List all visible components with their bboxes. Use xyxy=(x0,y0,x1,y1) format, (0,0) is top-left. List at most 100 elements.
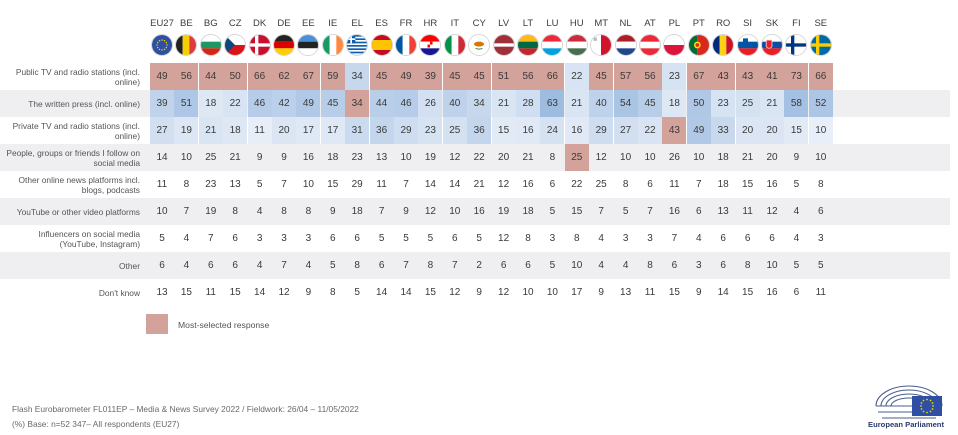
heatmap-cell: 58 xyxy=(784,90,809,117)
cell-most-selected: 39 xyxy=(418,63,443,90)
country-code-es: ES xyxy=(375,18,388,29)
heatmap-cell: 23 xyxy=(711,90,736,117)
flag-el-icon xyxy=(346,34,369,56)
heatmap-cell: 8 xyxy=(281,206,287,217)
row-label: Influencers on social media (YouTube, In… xyxy=(38,228,141,249)
heatmap-cell: 6 xyxy=(452,233,458,244)
cell-most-selected: 56 xyxy=(174,63,199,90)
heatmap-cell: 10 xyxy=(546,287,558,298)
flag-si-icon xyxy=(736,34,759,56)
heatmap-cell: 8 xyxy=(330,287,336,298)
heatmap-cell: 14 xyxy=(376,287,388,298)
heatmap-cell: 5 xyxy=(793,260,800,271)
country-code-pt: PT xyxy=(692,18,705,29)
legend-swatch-most-selected xyxy=(146,314,168,334)
heatmap-cell: 12 xyxy=(498,179,510,190)
country-code-el: EL xyxy=(351,18,363,29)
flag-eu27-icon xyxy=(151,34,173,56)
cell-most-selected: 67 xyxy=(686,63,711,90)
heatmap-cell: 54 xyxy=(613,90,638,117)
row-label: Other xyxy=(119,260,140,271)
heatmap-cell: 11 xyxy=(247,117,272,144)
cell-most-selected: 66 xyxy=(540,63,565,90)
flag-dk-icon xyxy=(248,34,271,56)
heatmap-cell: 21 xyxy=(760,90,784,117)
heatmap-cell: 11 xyxy=(376,179,387,190)
heatmap-cell: 15 xyxy=(571,206,583,217)
heatmap-cell: 10 xyxy=(620,152,632,163)
heatmap-cell: 4 xyxy=(696,233,702,244)
cell-most-selected: 62 xyxy=(272,63,296,90)
cell-most-selected: 49 xyxy=(394,63,418,90)
heatmap-cell: 22 xyxy=(473,152,485,163)
country-code-se: SE xyxy=(814,18,828,29)
heatmap-cell: 7 xyxy=(403,260,409,271)
flag-se-icon xyxy=(809,34,832,56)
heatmap-cell: 6 xyxy=(354,233,360,244)
row-label: Other online news platforms incl. blogs,… xyxy=(18,174,141,195)
heatmap-cell: 18 xyxy=(522,206,534,217)
heatmap-cell: 19 xyxy=(205,206,217,217)
flag-pt-icon xyxy=(687,34,710,56)
heatmap-cell: 9 xyxy=(281,152,287,163)
heatmap-cell: 3 xyxy=(647,233,653,244)
heatmap-cell: 8 xyxy=(232,206,238,217)
heatmap-cell: 4 xyxy=(183,233,190,244)
flag-ee-icon xyxy=(297,34,320,56)
heatmap-cell: 15 xyxy=(668,287,680,298)
heatmap-cell: 11 xyxy=(156,179,168,190)
heatmap-cell: 22 xyxy=(571,179,583,190)
heatmap-cell: 6 xyxy=(647,179,653,190)
heatmap-cell: 29 xyxy=(589,117,614,144)
country-code-dk: DK xyxy=(252,18,267,29)
heatmap-cell: 6 xyxy=(549,179,556,190)
heatmap-cell: 10 xyxy=(449,206,461,217)
heatmap-cell: 6 xyxy=(525,260,531,271)
cell-most-selected: 43 xyxy=(662,117,687,144)
heatmap-cell: 16 xyxy=(668,206,680,217)
country-code-nl: NL xyxy=(619,18,632,29)
cell-most-selected: 67 xyxy=(296,63,321,90)
country-code-fi: FI xyxy=(792,18,801,29)
european-parliament-name: European Parliament xyxy=(868,420,944,429)
heatmap-cell: 19 xyxy=(174,117,199,144)
flag-de-icon xyxy=(273,34,295,56)
country-code-de: DE xyxy=(277,18,291,29)
heatmap-cell: 31 xyxy=(345,117,370,144)
cell-most-selected: 56 xyxy=(638,63,662,90)
heatmap-cell: 15 xyxy=(742,179,754,190)
flag-lt-icon xyxy=(517,34,539,56)
heatmap-cell: 15 xyxy=(180,287,192,298)
flag-it-icon xyxy=(443,34,466,56)
cell-most-selected: 45 xyxy=(369,63,394,90)
heatmap-cell: 3 xyxy=(305,233,312,244)
heatmap-cell: 13 xyxy=(229,179,241,190)
heatmap-cell: 9 xyxy=(330,206,336,217)
heatmap-cell: 12 xyxy=(278,287,290,298)
heatmap-cell: 9 xyxy=(793,152,800,163)
heatmap-cell: 6 xyxy=(671,260,678,271)
heatmap-cell: 16 xyxy=(522,179,534,190)
heatmap-cell: 5 xyxy=(256,179,263,190)
heatmap-cell: 23 xyxy=(418,117,443,144)
heatmap-cell: 2 xyxy=(476,260,482,271)
cell-most-selected: 34 xyxy=(345,90,370,117)
heatmap-cell: 10 xyxy=(808,117,833,144)
country-code-sk: SK xyxy=(765,18,779,29)
heatmap-cell: 7 xyxy=(281,260,287,271)
heatmap-cell: 21 xyxy=(473,179,485,190)
heatmap-cell: 27 xyxy=(613,117,638,144)
heatmap-cell: 4 xyxy=(793,233,800,244)
heatmap-cell: 36 xyxy=(467,117,492,144)
heatmap-cell: 8 xyxy=(305,206,312,217)
cell-most-selected: 50 xyxy=(223,63,248,90)
heatmap-cell: 40 xyxy=(442,90,467,117)
heatmap-cell: 12 xyxy=(498,287,510,298)
heatmap-cell: 18 xyxy=(327,152,339,163)
cell-most-selected: 25 xyxy=(564,144,589,171)
cell-most-selected: 45 xyxy=(589,63,614,90)
heatmap-cell: 50 xyxy=(686,90,711,117)
heatmap-cell: 13 xyxy=(620,287,632,298)
heatmap-cell: 42 xyxy=(272,90,296,117)
heatmap-cell: 11 xyxy=(644,287,656,298)
